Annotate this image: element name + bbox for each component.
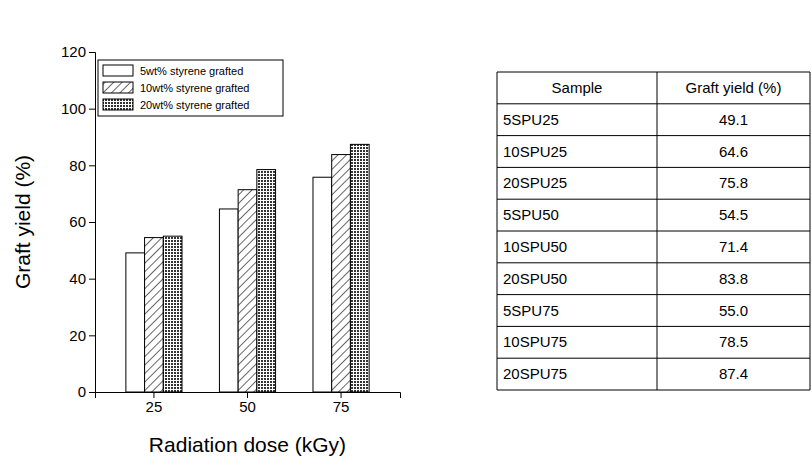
table-rule [497,72,498,390]
y-axis: 0 20 40 60 80 100 120 [61,43,96,400]
x-axis: 25 50 75 [96,392,401,415]
table-cell: 20SPU25 [503,174,567,191]
y-tick-label: 80 [69,157,86,174]
x-tick-label: 75 [333,398,350,415]
table-rule [497,167,810,168]
y-tick-mark [89,279,95,280]
x-tick-label: 25 [146,398,163,415]
y-tick: 80 [69,157,95,174]
y-tick-mark [89,392,95,393]
table-cell: 71.4 [719,238,748,255]
table-cell: 78.5 [719,333,748,350]
legend-swatch [103,99,133,110]
legend-swatch [103,82,133,93]
table-rule [657,72,658,390]
y-axis-line [89,53,96,393]
x-axis-title: Radiation dose (kGy) [149,433,346,456]
y-tick-label: 100 [61,100,86,117]
table-rule [497,326,810,327]
x-tick: 75 [333,392,350,415]
legend-label: 10wt% styrene grafted [140,82,249,94]
y-tick-label: 0 [78,383,86,400]
bar [219,209,238,392]
table-rule [497,231,810,232]
table-cell: 5SPU50 [503,206,559,223]
y-tick-label: 60 [69,213,86,230]
x-tick: 50 [239,392,256,415]
table-rule [497,135,810,136]
table-rule [497,199,810,200]
bar [257,170,276,392]
y-tick-mark [89,222,95,223]
legend-label: 5wt% styrene grafted [140,65,243,77]
x-tick-label: 50 [239,398,256,415]
y-tick-label: 40 [69,270,86,287]
table-cell: 55.0 [719,302,748,319]
table-rule [497,72,810,73]
table-cell: 5SPU25 [503,111,559,128]
table: Sample Graft yield (%) 5SPU25 49.1 10SPU25 64… [497,72,810,390]
canvas: 0 20 40 60 80 100 120 25 50 75 Radiation dose (kGy… [0,0,812,465]
y-axis-title: Graft yield (%) [11,155,34,289]
bar [145,238,164,392]
y-tick: 40 [69,270,95,287]
table-cell: 75.8 [719,174,748,191]
y-tick-mark [89,109,95,110]
y-tick: 120 [61,43,95,60]
y-tick-mark [89,52,95,53]
table-cell: 20SPU75 [503,365,567,382]
table-header: Sample [552,79,603,96]
table-rule [810,72,811,390]
bar [238,190,257,392]
bar [350,144,369,392]
table-cell: 5SPU75 [503,302,559,319]
table-cell: 54.5 [719,206,748,223]
y-tick: 20 [69,327,95,344]
legend-label: 20wt% styrene grafted [140,99,249,111]
table-rule [497,358,810,359]
y-tick-label: 20 [69,327,86,344]
table-cell: 10SPU50 [503,238,567,255]
legend: 5wt% styrene grafted 10wt% styrene grafte… [98,60,283,116]
table-rule [497,390,810,391]
legend-box [98,60,283,116]
y-tick: 0 [78,383,95,400]
y-tick: 100 [61,100,95,117]
bar [313,177,332,392]
table-cell: 87.4 [719,365,748,382]
bars [126,144,369,392]
table-rule [497,262,810,263]
table-header: Graft yield (%) [686,79,782,96]
table-cell: 64.6 [719,143,748,160]
bar [163,236,182,392]
table-cell: 10SPU75 [503,333,567,350]
y-tick: 60 [69,213,95,230]
y-tick-mark [89,335,95,336]
table-cell: 83.8 [719,270,748,287]
table-cell: 49.1 [719,111,748,128]
x-tick: 25 [146,392,163,415]
table-rule [497,294,810,295]
table-cell: 20SPU50 [503,270,567,287]
y-tick-label: 120 [61,43,86,60]
table-rule [497,103,810,104]
bar [332,155,351,392]
legend-swatch [103,65,133,76]
bar [126,253,145,392]
y-tick-mark [89,165,95,166]
table-cell: 10SPU25 [503,143,567,160]
